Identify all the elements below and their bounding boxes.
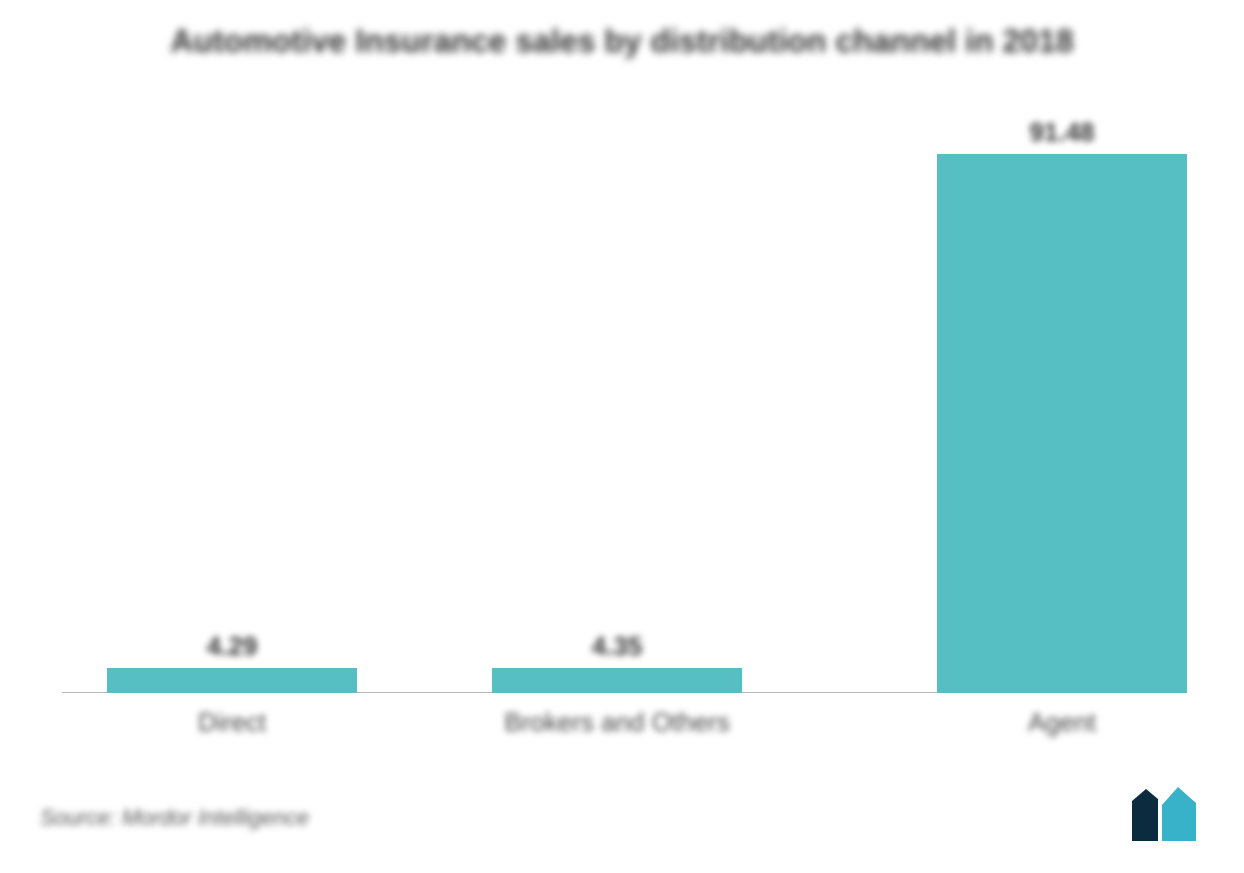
source-attribution: Source: Mordor Intelligence bbox=[40, 805, 309, 831]
bar bbox=[937, 154, 1187, 693]
bar-value-label: 91.48 bbox=[1029, 117, 1094, 148]
bar-value-label: 4.35 bbox=[592, 631, 643, 662]
x-axis-labels: Direct Brokers and Others Agent bbox=[62, 707, 1182, 747]
x-axis-tick-label: Agent bbox=[1028, 707, 1096, 738]
x-axis-tick-label: Direct bbox=[198, 707, 266, 738]
bar bbox=[107, 668, 357, 693]
bar-value-label: 4.29 bbox=[207, 631, 258, 662]
brand-logo bbox=[1122, 779, 1208, 843]
mordor-logo-icon bbox=[1122, 779, 1208, 843]
chart-container: Automotive Insurance sales by distributi… bbox=[0, 0, 1244, 873]
bar-group: 4.35 bbox=[492, 631, 742, 694]
bar bbox=[492, 668, 742, 694]
bar-group: 91.48 bbox=[937, 117, 1187, 693]
plot-area: 4.29 4.35 91.48 bbox=[62, 73, 1182, 693]
bar-group: 4.29 bbox=[107, 631, 357, 693]
x-axis-tick-label: Brokers and Others bbox=[504, 707, 729, 738]
chart-title: Automotive Insurance sales by distributi… bbox=[40, 20, 1204, 63]
